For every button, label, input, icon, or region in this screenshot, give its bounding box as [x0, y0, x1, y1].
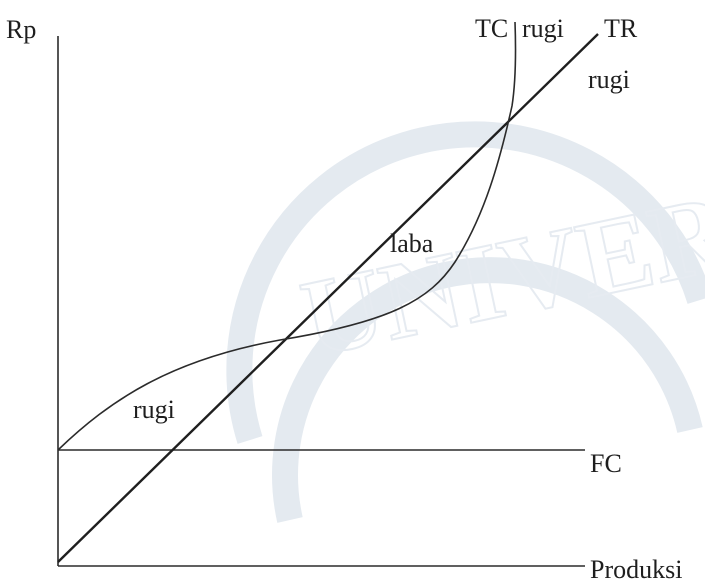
- tc-curve: [57, 21, 517, 451]
- loss-bottom-label: rugi: [133, 395, 175, 424]
- loss-right-label: rugi: [588, 65, 630, 94]
- loss-top-label: rugi: [522, 14, 564, 43]
- watermark: UNIVERSI: [226, 121, 705, 523]
- fc-label: FC: [590, 449, 622, 478]
- tc-label: TC: [475, 14, 508, 43]
- tr-label: TR: [604, 14, 638, 43]
- x-axis-label: Produksi: [590, 555, 682, 584]
- profit-label: laba: [390, 229, 434, 258]
- y-axis-label: Rp: [6, 15, 36, 44]
